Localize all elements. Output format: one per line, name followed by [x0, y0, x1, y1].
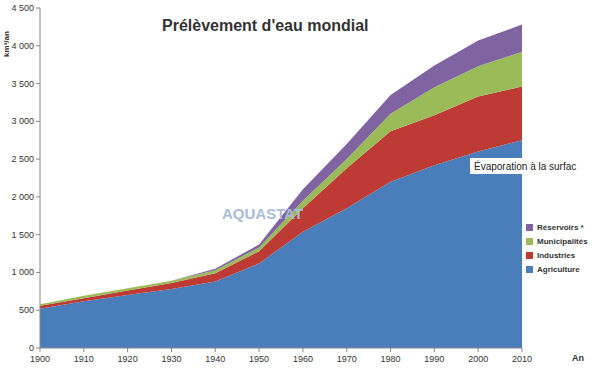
x-tick-label: 2000	[468, 354, 488, 364]
x-tick	[478, 348, 479, 352]
y-axis	[40, 8, 41, 348]
chart-svg: 0 500 1 000 1 500 2 000 2 500 3 000 3 500 4 000 4…	[0, 0, 601, 372]
y-tick	[36, 310, 40, 311]
y-tick-label: 3 000	[11, 116, 34, 126]
y-tick	[36, 272, 40, 273]
legend-swatch	[526, 238, 533, 245]
annotation-background	[470, 158, 601, 174]
y-tick-label: 2 500	[11, 154, 34, 164]
x-tick-label: 1930	[161, 354, 181, 364]
x-tick	[127, 348, 128, 352]
area-series	[40, 52, 522, 306]
y-tick-label: 500	[19, 305, 34, 315]
x-tick-label: 1980	[381, 354, 401, 364]
area-series	[40, 25, 522, 305]
background	[0, 0, 601, 372]
y-tick	[36, 196, 40, 197]
x-tick-label: 2010	[512, 354, 532, 364]
x-tick-label: 1990	[424, 354, 444, 364]
y-tick	[36, 121, 40, 122]
y-axis-title: km³/an	[2, 31, 11, 57]
y-tick-label: 3 500	[11, 79, 34, 89]
legend-label: Municipalités	[537, 237, 588, 246]
legend-label: Industries	[537, 251, 576, 260]
y-tick	[36, 159, 40, 160]
x-tick	[390, 348, 391, 352]
x-axis-title: An	[572, 353, 584, 363]
y-tick	[36, 83, 40, 84]
x-tick-label: 1960	[293, 354, 313, 364]
x-tick	[434, 348, 435, 352]
legend-swatch	[526, 266, 533, 273]
y-tick	[36, 45, 40, 46]
legend: Réservoirs * Municipalités Industries Agric…	[526, 223, 588, 274]
x-tick	[259, 348, 260, 352]
y-tick-label: 2 000	[11, 192, 34, 202]
x-tick	[522, 348, 523, 352]
legend-swatch	[526, 252, 533, 259]
y-tick	[36, 8, 40, 9]
x-axis	[40, 348, 522, 349]
x-tick-label: 1940	[205, 354, 225, 364]
x-tick-label: 1950	[249, 354, 269, 364]
x-tick	[40, 348, 41, 352]
area-series	[40, 87, 522, 309]
y-tick-label: 4 500	[11, 3, 34, 13]
y-tick-label: 1 500	[11, 230, 34, 240]
x-tick-label: 1920	[118, 354, 138, 364]
x-tick	[215, 348, 216, 352]
y-tick-label: 1 000	[11, 267, 34, 277]
x-tick-label: 1970	[337, 354, 357, 364]
x-tick	[83, 348, 84, 352]
x-tick-label: 1900	[30, 354, 50, 364]
x-tick	[302, 348, 303, 352]
x-tick	[171, 348, 172, 352]
y-tick	[36, 234, 40, 235]
y-tick-label: 4 000	[11, 41, 34, 51]
chart-title: Prélèvement d'eau mondial	[162, 17, 369, 34]
chart-root: 0 500 1 000 1 500 2 000 2 500 3 000 3 500 4 000 4…	[0, 0, 601, 372]
y-tick-label: 0	[29, 343, 34, 353]
x-tick	[346, 348, 347, 352]
x-tick-label: 1910	[74, 354, 94, 364]
plot-area	[40, 25, 522, 348]
legend-swatch	[526, 224, 533, 231]
y-tick	[36, 348, 40, 349]
annotation: Évaporation à la surfac	[474, 160, 576, 172]
watermark: AQUASTAT	[222, 205, 303, 222]
legend-label: Réservoirs *	[537, 223, 585, 232]
legend-label: Agriculture	[537, 265, 580, 274]
